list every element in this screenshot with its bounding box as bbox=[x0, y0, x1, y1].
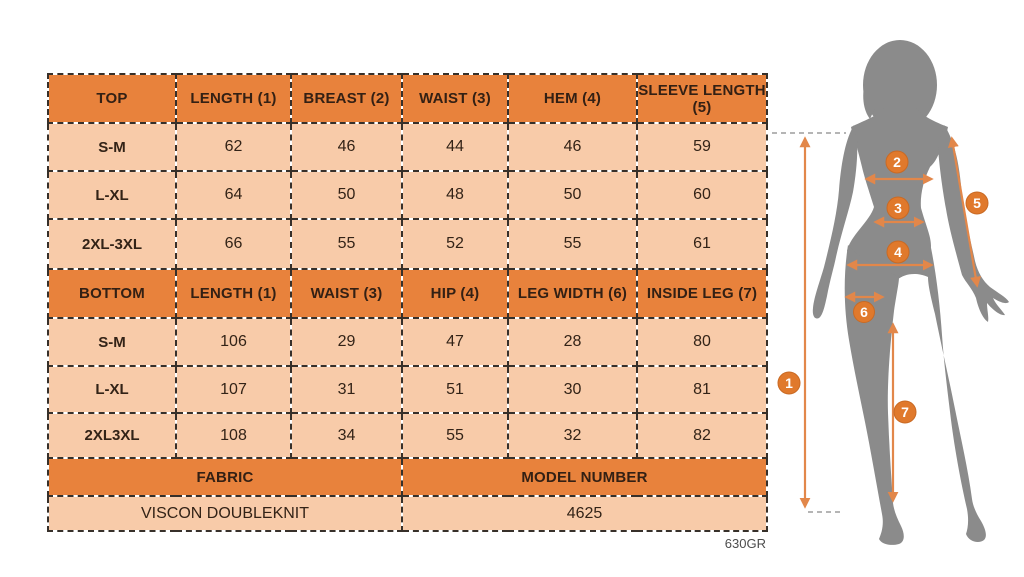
value-cell: 51 bbox=[401, 365, 509, 414]
top-header-row: TOP LENGTH (1) BREAST (2) WAIST (3) HEM … bbox=[47, 73, 768, 124]
marker-5: 5 bbox=[965, 191, 989, 215]
value-cell: 107 bbox=[175, 365, 292, 414]
marker-7: 7 bbox=[893, 400, 917, 424]
col-header-bottom: BOTTOM bbox=[47, 268, 177, 319]
marker-7-label: 7 bbox=[901, 404, 909, 420]
value-cell: 50 bbox=[290, 170, 403, 220]
col-header-length: LENGTH (1) bbox=[175, 73, 292, 124]
marker-1-label: 1 bbox=[785, 375, 793, 391]
col-header-top: TOP bbox=[47, 73, 177, 124]
value-cell: 61 bbox=[636, 218, 768, 270]
value-cell: 59 bbox=[636, 122, 768, 172]
marker-3-label: 3 bbox=[894, 200, 902, 216]
bottom-header-row: BOTTOM LENGTH (1) WAIST (3) HIP (4) LEG … bbox=[47, 268, 768, 319]
value-cell: 29 bbox=[290, 317, 403, 367]
size-label: S-M bbox=[47, 317, 177, 367]
value-cell: 48 bbox=[401, 170, 509, 220]
weight-note: 630GR bbox=[724, 536, 766, 551]
value-cell: 55 bbox=[401, 412, 509, 459]
col-header-length: LENGTH (1) bbox=[175, 268, 292, 319]
marker-4-label: 4 bbox=[894, 244, 902, 260]
value-cell: 30 bbox=[507, 365, 638, 414]
value-cell: 108 bbox=[175, 412, 292, 459]
size-label: L-XL bbox=[47, 365, 177, 414]
value-cell: 52 bbox=[401, 218, 509, 270]
marker-3: 3 bbox=[886, 196, 910, 220]
value-cell: 64 bbox=[175, 170, 292, 220]
value-cell: 46 bbox=[507, 122, 638, 172]
value-cell: 28 bbox=[507, 317, 638, 367]
value-cell: 32 bbox=[507, 412, 638, 459]
marker-1: 1 bbox=[777, 371, 801, 395]
value-cell: 31 bbox=[290, 365, 403, 414]
size-label: 2XL3XL bbox=[47, 412, 177, 459]
fabric-model-value-row: VISCON DOUBLEKNIT 4625 bbox=[47, 495, 768, 532]
size-label: L-XL bbox=[47, 170, 177, 220]
value-cell: 34 bbox=[290, 412, 403, 459]
marker-5-label: 5 bbox=[973, 195, 981, 211]
value-cell: 50 bbox=[507, 170, 638, 220]
table-row: L-XL 64 50 48 50 60 bbox=[47, 170, 768, 220]
marker-6-label: 6 bbox=[860, 304, 868, 320]
size-label: S-M bbox=[47, 122, 177, 172]
female-silhouette-diagram: 1 2 3 4 5 bbox=[772, 40, 1009, 545]
measure-arrows bbox=[799, 136, 982, 509]
col-header-breast: BREAST (2) bbox=[290, 73, 403, 124]
value-cell: 62 bbox=[175, 122, 292, 172]
col-header-sleeve-length: SLEEVE LENGTH (5) bbox=[636, 73, 768, 124]
value-cell: 46 bbox=[290, 122, 403, 172]
marker-6: 6 bbox=[853, 301, 875, 323]
marker-2-label: 2 bbox=[893, 154, 901, 170]
arrow-5-sleeve bbox=[947, 136, 982, 288]
table-row: 2XL-3XL 66 55 52 55 61 bbox=[47, 218, 768, 270]
marker-badges: 1 2 3 4 5 bbox=[777, 150, 989, 424]
value-cell: 44 bbox=[401, 122, 509, 172]
value-cell: 47 bbox=[401, 317, 509, 367]
table-row: S-M 62 46 44 46 59 bbox=[47, 122, 768, 172]
col-header-hem: HEM (4) bbox=[507, 73, 638, 124]
fabric-value: VISCON DOUBLEKNIT bbox=[47, 495, 403, 532]
table-row: L-XL 107 31 51 30 81 bbox=[47, 365, 768, 414]
marker-4: 4 bbox=[886, 240, 910, 264]
col-header-inside-leg: INSIDE LEG (7) bbox=[636, 268, 768, 319]
value-cell: 81 bbox=[636, 365, 768, 414]
table-row: 2XL3XL 108 34 55 32 82 bbox=[47, 412, 768, 459]
size-chart-table: TOP LENGTH (1) BREAST (2) WAIST (3) HEM … bbox=[47, 73, 768, 532]
col-header-hip: HIP (4) bbox=[401, 268, 509, 319]
woman-silhouette bbox=[812, 40, 1009, 545]
value-cell: 60 bbox=[636, 170, 768, 220]
value-cell: 55 bbox=[290, 218, 403, 270]
fabric-model-header-row: FABRIC MODEL NUMBER bbox=[47, 457, 768, 497]
measurement-figure: 1 2 3 4 5 bbox=[770, 15, 1024, 575]
col-header-leg-width: LEG WIDTH (6) bbox=[507, 268, 638, 319]
value-cell: 80 bbox=[636, 317, 768, 367]
value-cell: 55 bbox=[507, 218, 638, 270]
fabric-header: FABRIC bbox=[47, 457, 403, 497]
model-number-header: MODEL NUMBER bbox=[401, 457, 768, 497]
table-row: S-M 106 29 47 28 80 bbox=[47, 317, 768, 367]
value-cell: 106 bbox=[175, 317, 292, 367]
col-header-waist: WAIST (3) bbox=[401, 73, 509, 124]
size-label: 2XL-3XL bbox=[47, 218, 177, 270]
value-cell: 82 bbox=[636, 412, 768, 459]
marker-2: 2 bbox=[885, 150, 909, 174]
value-cell: 66 bbox=[175, 218, 292, 270]
col-header-waist: WAIST (3) bbox=[290, 268, 403, 319]
model-number-value: 4625 bbox=[401, 495, 768, 532]
